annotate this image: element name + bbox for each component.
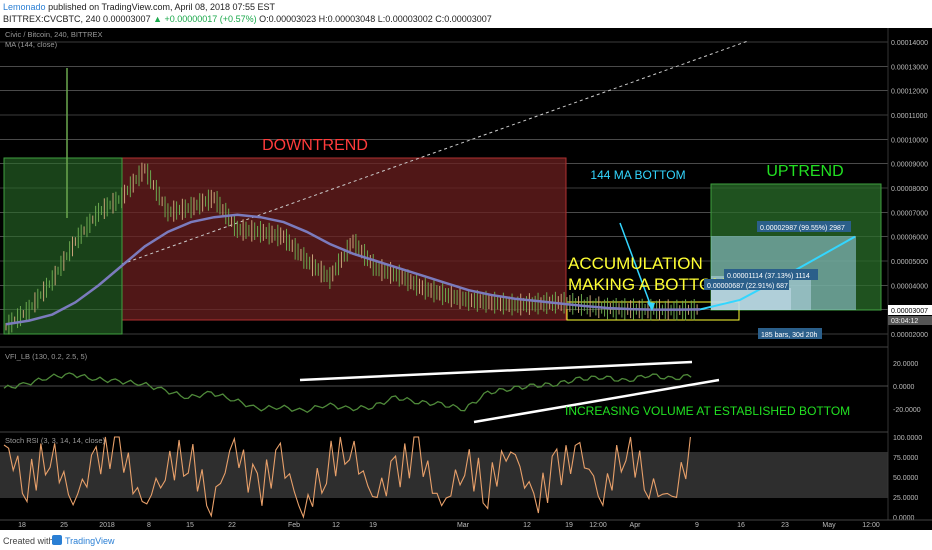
vfi-tick-label: 20.0000 (893, 361, 918, 368)
vfi-tick-label: 0.0000 (893, 384, 915, 391)
price-tick-label: 0.00013000 (891, 64, 928, 71)
countdown-text: 03:04:12 (891, 318, 918, 325)
price-tick-label: 0.00007000 (891, 210, 928, 217)
price-tick-label: 0.00011000 (891, 113, 928, 120)
vfi-annotation: INCREASING VOLUME AT ESTABLISHED BOTTOM (565, 404, 850, 418)
published-text: published on TradingView.com, April 08, … (48, 2, 276, 12)
price-tick-label: 0.00012000 (891, 89, 928, 96)
bars-info-text: 185 bars, 30d 20h (761, 332, 818, 339)
price-tick-label: 0.00002000 (891, 332, 928, 339)
symbol-line: BITTREX:CVCBTC, 240 0.00003007 (3, 14, 151, 24)
tradingview-link[interactable]: TradingView (65, 536, 115, 546)
time-tick-label: Mar (457, 522, 470, 529)
time-tick-label: 15 (186, 522, 194, 529)
price-panel-title: Civic / Bitcoin, 240, BITTREX (5, 30, 103, 39)
time-axis-ticks: 18 25 2018 8 15 22 Feb 12 19 Mar 12 19 12:00 Apr 9 16 23… (18, 522, 880, 529)
bars-info-tag (758, 328, 822, 339)
time-tick-label: 18 (18, 522, 26, 529)
time-tick-label: 12:00 (589, 522, 607, 529)
time-tick-label: 23 (781, 522, 789, 529)
vfi-line (3, 372, 692, 414)
ma-bottom-arrowhead (647, 302, 655, 311)
uptrend-label: UPTREND (766, 163, 843, 180)
price-tick-label: 0.00005000 (891, 259, 928, 266)
accumulation-label: ACCUMULATION (568, 254, 703, 273)
price-tick-label: 0.00009000 (891, 162, 928, 169)
stoch-tick-label: 25.0000 (893, 495, 918, 502)
time-tick-label: 16 (737, 522, 745, 529)
price-series (5, 162, 698, 335)
target-1-text: 0.00002987 (99.55%) 2987 (760, 225, 845, 232)
stoch-tick-label: 0.0000 (893, 515, 915, 522)
stoch-axis-ticks: 100.0000 75.0000 50.0000 25.0000 0.0000 (893, 435, 922, 522)
time-tick-label: 22 (228, 522, 236, 529)
ohlc-values: O:0.00003023 H:0.00003048 L:0.00003002 C… (259, 14, 492, 24)
author-link[interactable]: Lemonado (3, 2, 46, 12)
price-change: ▲ +0.00000017 (+0.57%) (153, 14, 257, 24)
target-3-tag (704, 279, 789, 290)
price-tick-label: 0.00008000 (891, 186, 928, 193)
target-2-tag (724, 269, 818, 280)
price-axis (888, 28, 932, 346)
ma-bottom-label: 144 MA BOTTOM (590, 168, 685, 182)
time-tick-label: 12 (523, 522, 531, 529)
price-tick-label: 0.00010000 (891, 137, 928, 144)
vfi-lower-trendline (473, 378, 720, 424)
initial-uptrend-box (3, 157, 123, 335)
time-tick-label: 12:00 (862, 522, 880, 529)
time-tick-label: 12 (332, 522, 340, 529)
footer: Created with TradingView (0, 532, 932, 550)
chart-area[interactable]: DOWNTREND UPTREND 144 MA BOTTOM ACCUMULA… (0, 28, 932, 530)
publish-header: Lemonado published on TradingView.com, A… (0, 0, 932, 28)
price-tick-label: 0.00006000 (891, 235, 928, 242)
dashed-trendline (121, 40, 749, 265)
accumulation-box (566, 301, 740, 321)
stoch-tick-label: 75.0000 (893, 455, 918, 462)
time-tick-label: Apr (630, 522, 642, 529)
vfi-tick-label: -20.0000 (893, 407, 921, 414)
time-tick-label: 9 (695, 522, 699, 529)
vfi-upper-trendline (299, 360, 693, 382)
making-bottom-label: MAKING A BOTTOM (568, 275, 726, 294)
vfi-axis-ticks: 20.0000 0.0000 -20.0000 (893, 361, 921, 414)
current-price-tag (888, 305, 932, 315)
time-tick-label: 19 (369, 522, 377, 529)
stoch-rsi-line (3, 436, 691, 519)
time-tick-label: 25 (60, 522, 68, 529)
created-with-text: Created with (3, 536, 54, 546)
price-tick-label: 0.00014000 (891, 40, 928, 47)
time-tick-label: May (822, 522, 836, 529)
countdown-tag (888, 316, 932, 325)
stoch-band (0, 452, 888, 498)
price-tick-label: 0.00004000 (891, 283, 928, 290)
time-tick-label: 19 (565, 522, 573, 529)
target-box-3 (711, 288, 791, 310)
target-3-text: 0.00000687 (22.91%) 687 (707, 283, 788, 290)
vfi-title: VFI_LB (130, 0.2, 2.5, 5) (5, 352, 88, 361)
time-tick-label: 2018 (99, 522, 115, 529)
current-price-text: 0.00003007 (891, 308, 928, 315)
ma-bottom-arrow (619, 222, 653, 310)
stoch-title: Stoch RSI (3, 3, 14, 14, close) (5, 436, 106, 445)
target-1-tag (757, 221, 851, 232)
stoch-tick-label: 100.0000 (893, 435, 922, 442)
time-tick-label: 8 (147, 522, 151, 529)
time-tick-label: Feb (288, 522, 300, 529)
stoch-tick-label: 50.0000 (893, 475, 918, 482)
downtrend-label: DOWNTREND (262, 137, 368, 154)
ma-legend: MA (144, close) (5, 40, 58, 49)
tradingview-logo-icon (52, 535, 62, 545)
ma-144-line (5, 213, 701, 326)
target-2-text: 0.00001114 (37.13%) 1114 (727, 273, 810, 280)
